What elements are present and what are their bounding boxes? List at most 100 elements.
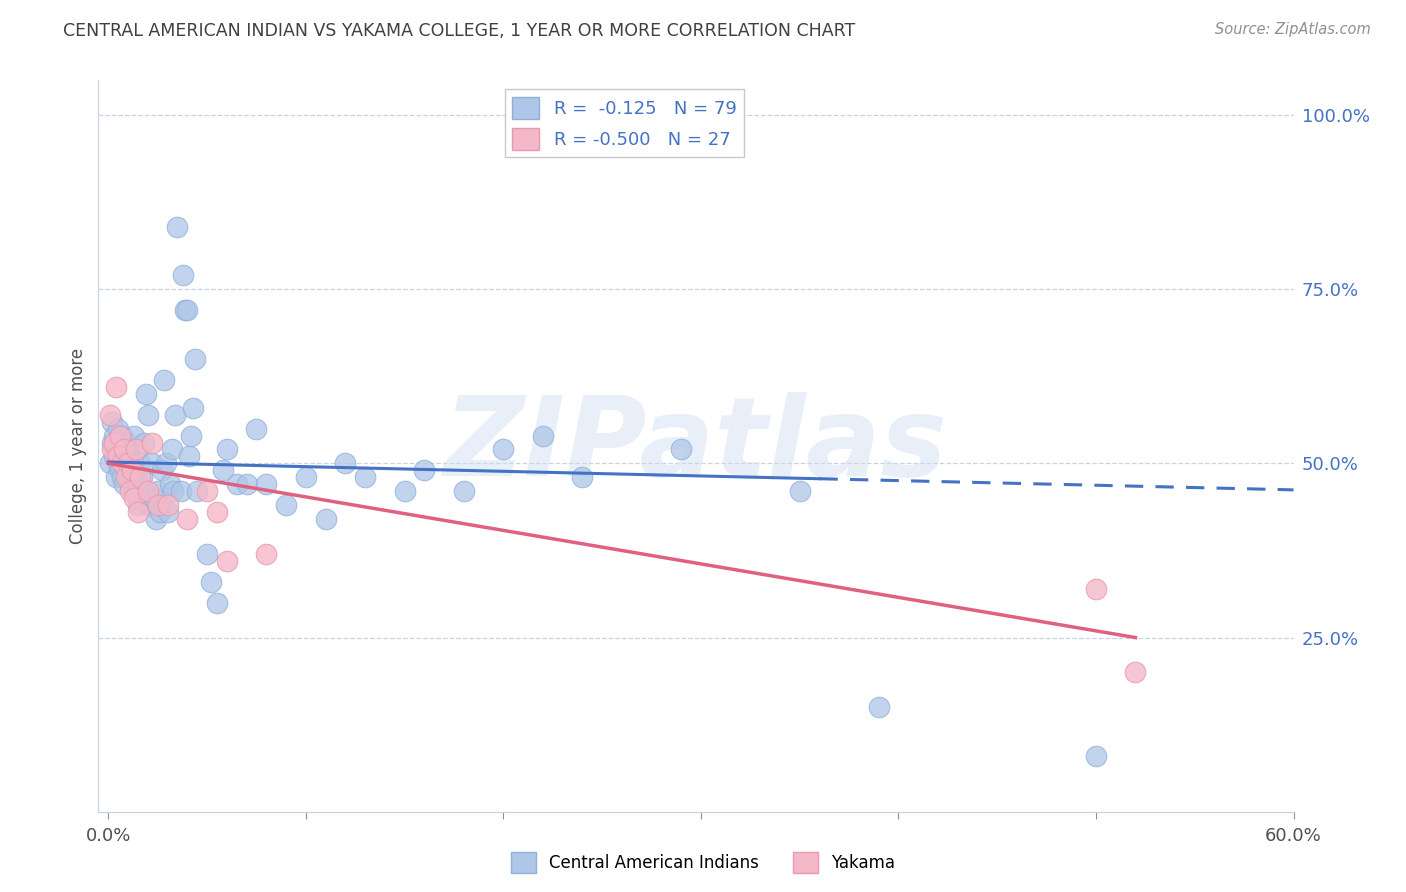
Point xyxy=(571,470,593,484)
Point xyxy=(413,463,436,477)
Point xyxy=(165,408,187,422)
Point xyxy=(212,463,235,477)
Point xyxy=(117,450,139,464)
Point xyxy=(111,457,134,471)
Point xyxy=(1085,749,1108,764)
Point xyxy=(195,484,218,499)
Point xyxy=(136,408,159,422)
Point xyxy=(108,463,131,477)
Point xyxy=(118,442,141,457)
Point xyxy=(107,421,129,435)
Point xyxy=(142,491,165,506)
Point xyxy=(176,303,198,318)
Point xyxy=(315,512,337,526)
Point xyxy=(122,428,145,442)
Point xyxy=(179,450,201,464)
Point xyxy=(184,351,207,366)
Point xyxy=(789,484,811,499)
Point xyxy=(235,477,257,491)
Point xyxy=(531,428,554,442)
Point xyxy=(136,484,159,499)
Point xyxy=(101,435,124,450)
Point xyxy=(107,457,129,471)
Legend: R =  -0.125   N = 79, R = -0.500   N = 27: R = -0.125 N = 79, R = -0.500 N = 27 xyxy=(505,89,744,157)
Point xyxy=(108,442,131,457)
Point xyxy=(125,442,148,457)
Point xyxy=(103,428,125,442)
Point xyxy=(101,442,124,457)
Point xyxy=(150,463,173,477)
Point xyxy=(156,505,179,519)
Point xyxy=(156,498,179,512)
Point xyxy=(492,442,515,457)
Text: Source: ZipAtlas.com: Source: ZipAtlas.com xyxy=(1215,22,1371,37)
Point xyxy=(101,415,124,429)
Point xyxy=(205,596,228,610)
Point xyxy=(274,498,297,512)
Point xyxy=(1125,665,1147,680)
Y-axis label: College, 1 year or more: College, 1 year or more xyxy=(69,348,87,544)
Point xyxy=(195,547,218,561)
Point xyxy=(166,219,188,234)
Point xyxy=(115,463,138,477)
Text: ZIPatlas: ZIPatlas xyxy=(444,392,948,500)
Point xyxy=(118,484,141,499)
Point xyxy=(245,421,267,435)
Point xyxy=(335,457,357,471)
Point xyxy=(145,512,167,526)
Point xyxy=(105,442,128,457)
Point xyxy=(141,435,163,450)
Point xyxy=(98,457,121,471)
Point xyxy=(132,484,155,499)
Point xyxy=(215,442,238,457)
Point xyxy=(127,477,149,491)
Point xyxy=(121,457,143,471)
Point xyxy=(103,435,125,450)
Point xyxy=(117,457,139,471)
Point xyxy=(669,442,692,457)
Point xyxy=(115,470,138,484)
Point xyxy=(186,484,208,499)
Point xyxy=(103,450,125,464)
Point xyxy=(181,401,204,415)
Point xyxy=(868,700,890,714)
Point xyxy=(112,477,135,491)
Point xyxy=(162,484,184,499)
Point xyxy=(215,554,238,568)
Point xyxy=(146,498,169,512)
Point xyxy=(111,470,134,484)
Point xyxy=(225,477,247,491)
Point xyxy=(108,428,131,442)
Point xyxy=(132,435,155,450)
Point xyxy=(129,457,152,471)
Point xyxy=(112,442,135,457)
Point xyxy=(122,484,145,499)
Point xyxy=(129,470,152,484)
Point xyxy=(141,457,163,471)
Point xyxy=(117,470,139,484)
Point xyxy=(354,470,377,484)
Point xyxy=(200,574,222,589)
Point xyxy=(152,373,174,387)
Legend: Central American Indians, Yakama: Central American Indians, Yakama xyxy=(505,846,901,880)
Point xyxy=(125,463,148,477)
Point xyxy=(131,470,153,484)
Point xyxy=(105,380,128,394)
Point xyxy=(159,477,181,491)
Point xyxy=(170,484,193,499)
Point xyxy=(254,477,277,491)
Point xyxy=(160,442,183,457)
Point xyxy=(121,463,143,477)
Point xyxy=(180,428,202,442)
Point xyxy=(254,547,277,561)
Point xyxy=(98,408,121,422)
Point xyxy=(105,470,128,484)
Point xyxy=(295,470,318,484)
Point xyxy=(112,457,135,471)
Point xyxy=(135,386,157,401)
Text: CENTRAL AMERICAN INDIAN VS YAKAMA COLLEGE, 1 YEAR OR MORE CORRELATION CHART: CENTRAL AMERICAN INDIAN VS YAKAMA COLLEG… xyxy=(63,22,855,40)
Point xyxy=(115,435,138,450)
Point xyxy=(107,450,129,464)
Point xyxy=(122,491,145,506)
Point xyxy=(111,428,134,442)
